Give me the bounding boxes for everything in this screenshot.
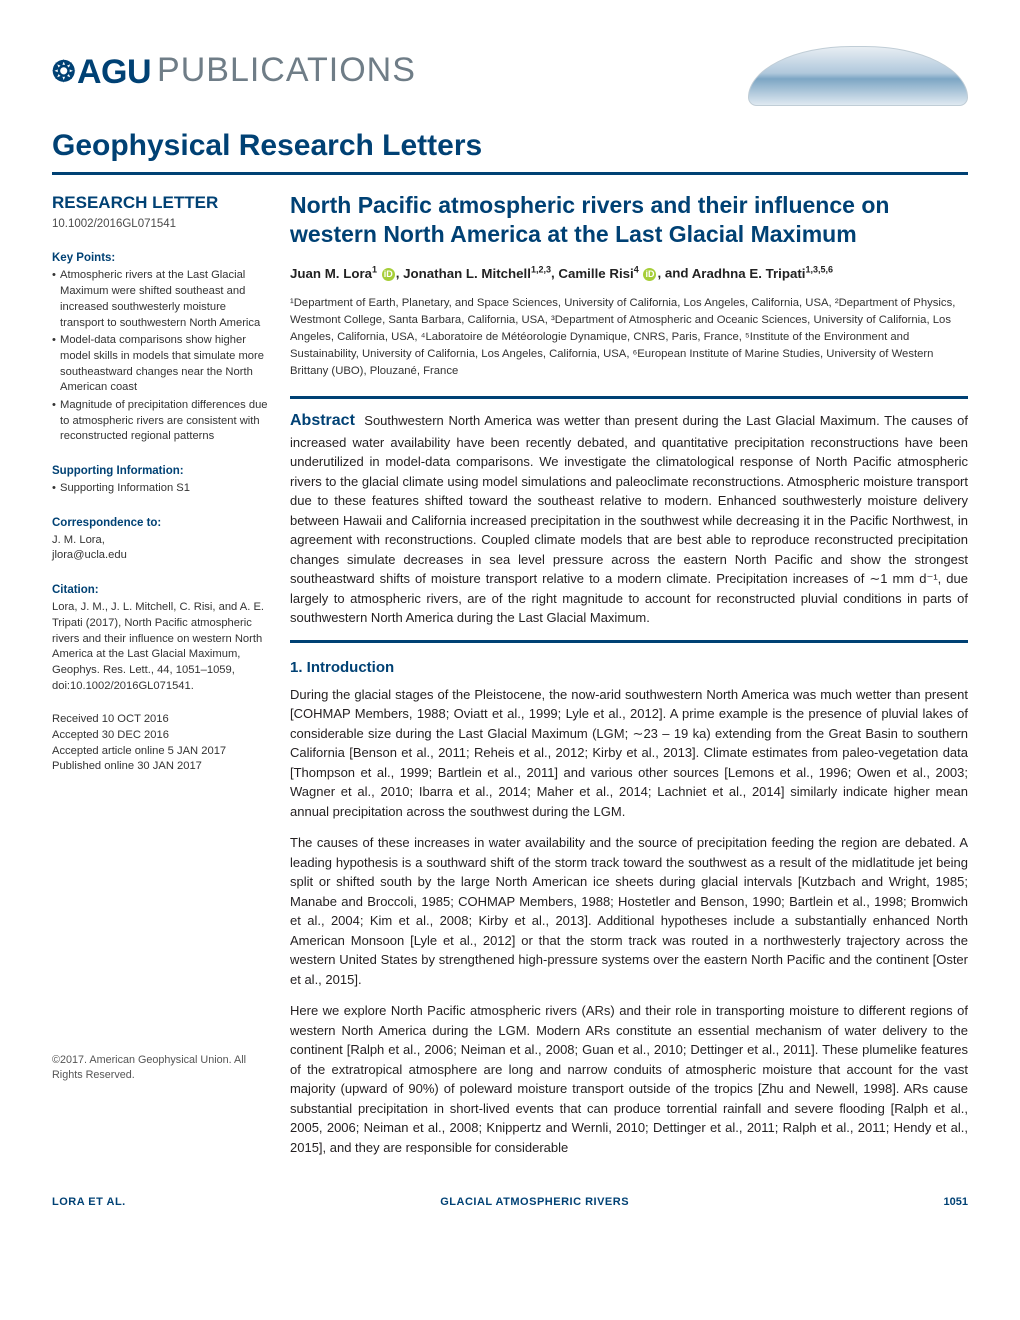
key-point-item: Magnitude of precipitation differences d… xyxy=(52,398,268,445)
date-accepted-online: Accepted article online 5 JAN 2017 xyxy=(52,744,268,760)
date-received: Received 10 OCT 2016 xyxy=(52,712,268,728)
correspondence-name: J. M. Lora, xyxy=(52,533,268,549)
orcid-icon: iD xyxy=(382,268,395,281)
body-paragraph: The causes of these increases in water a… xyxy=(290,833,968,989)
article-title: North Pacific atmospheric rivers and the… xyxy=(290,191,968,250)
dates-block: Received 10 OCT 2016 Accepted 30 DEC 201… xyxy=(52,712,268,775)
citation-block: Citation: Lora, J. M., J. L. Mitchell, C… xyxy=(52,582,268,694)
doi: 10.1002/2016GL071541 xyxy=(52,216,268,232)
publications-word: PUBLICATIONS xyxy=(157,46,416,95)
supporting-item: Supporting Information S1 xyxy=(52,481,268,497)
key-point-item: Model-data comparisons show higher model… xyxy=(52,333,268,396)
affiliations: ¹Department of Earth, Planetary, and Spa… xyxy=(290,295,968,380)
key-points-block: Key Points: Atmospheric rivers at the La… xyxy=(52,250,268,444)
date-accepted: Accepted 30 DEC 2016 xyxy=(52,728,268,744)
authors: Juan M. Lora1 iD, Jonathan L. Mitchell1,… xyxy=(290,263,968,283)
copyright: ©2017. American Geophysical Union. All R… xyxy=(52,1053,268,1083)
body-paragraph: During the glacial stages of the Pleisto… xyxy=(290,685,968,822)
agu-mark: ❂AGU xyxy=(52,48,151,97)
key-point-item: Atmospheric rivers at the Last Glacial M… xyxy=(52,268,268,331)
correspondence-heading: Correspondence to: xyxy=(52,515,268,531)
supporting-info-block: Supporting Information: Supporting Infor… xyxy=(52,463,268,497)
section-heading: 1. Introduction xyxy=(290,657,968,679)
brand-text: AGU xyxy=(77,48,151,97)
correspondence-email: jlora@ucla.edu xyxy=(52,548,268,564)
correspondence-block: Correspondence to: J. M. Lora, jlora@ucl… xyxy=(52,515,268,564)
abstract-block: Abstract Southwestern North America was … xyxy=(290,396,968,643)
body-paragraph: Here we explore North Pacific atmospheri… xyxy=(290,1001,968,1157)
abstract-text: Abstract Southwestern North America was … xyxy=(290,409,968,628)
page-footer: LORA ET AL. GLACIAL ATMOSPHERIC RIVERS 1… xyxy=(52,1195,968,1211)
footer-running-title: GLACIAL ATMOSPHERIC RIVERS xyxy=(440,1195,629,1211)
journal-title: Geophysical Research Letters xyxy=(52,124,968,168)
globe-icon: ❂ xyxy=(52,52,75,93)
citation-text: Lora, J. M., J. L. Mitchell, C. Risi, an… xyxy=(52,600,268,694)
key-points-heading: Key Points: xyxy=(52,250,268,266)
author: Jonathan L. Mitchell1,2,3 xyxy=(403,266,551,281)
banner-art xyxy=(748,46,968,106)
abstract-label: Abstract xyxy=(290,412,355,429)
author: Aradhna E. Tripati1,3,5,6 xyxy=(692,266,833,281)
footer-page-number: 1051 xyxy=(944,1195,968,1211)
article-type: RESEARCH LETTER xyxy=(52,191,268,215)
citation-heading: Citation: xyxy=(52,582,268,598)
header: ❂AGU PUBLICATIONS xyxy=(52,46,968,106)
author: Camille Risi4 iD xyxy=(558,266,657,281)
author: Juan M. Lora1 iD xyxy=(290,266,396,281)
publisher-logo: ❂AGU PUBLICATIONS xyxy=(52,46,416,97)
supporting-heading: Supporting Information: xyxy=(52,463,268,479)
date-published: Published online 30 JAN 2017 xyxy=(52,759,268,775)
rule xyxy=(52,172,968,175)
footer-authors: LORA ET AL. xyxy=(52,1195,126,1211)
main-content: North Pacific atmospheric rivers and the… xyxy=(290,191,968,1170)
abstract-body: Southwestern North America was wetter th… xyxy=(290,413,968,626)
sidebar: RESEARCH LETTER 10.1002/2016GL071541 Key… xyxy=(52,191,268,1170)
orcid-icon: iD xyxy=(643,268,656,281)
